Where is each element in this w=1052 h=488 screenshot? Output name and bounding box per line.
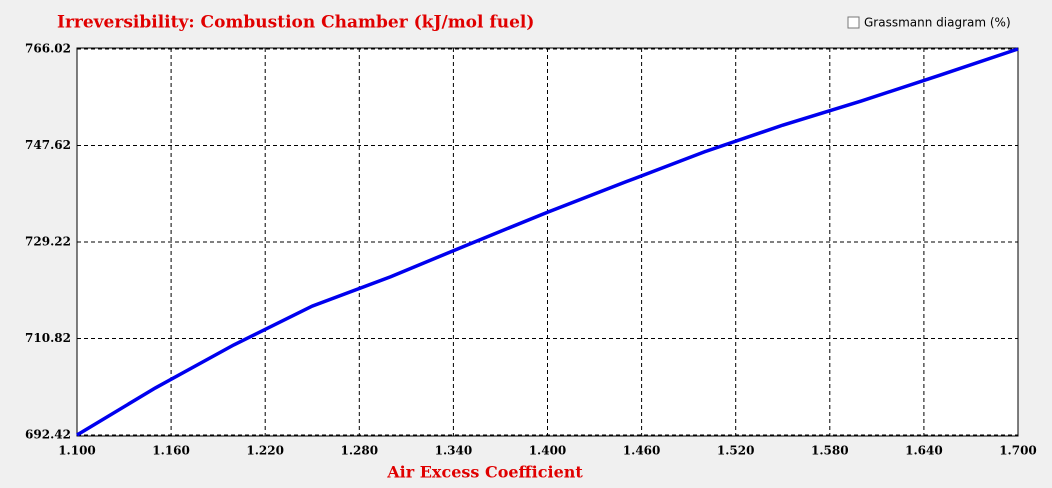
x-tick-label: 1.400	[529, 444, 567, 458]
chart-title: Irreversibility: Combustion Chamber (kJ/…	[57, 13, 534, 33]
x-axis-label: Air Excess Coefficient	[386, 463, 583, 482]
y-tick-label: 747.62	[25, 138, 71, 152]
x-tick-label: 1.280	[341, 444, 379, 458]
x-tick-label: 1.160	[152, 444, 190, 458]
y-tick-label: 710.82	[25, 331, 71, 345]
y-tick-label: 729.22	[25, 235, 71, 249]
data-line	[76, 47, 1019, 437]
x-tick-label: 1.640	[905, 444, 943, 458]
checkbox-box[interactable]	[847, 16, 860, 29]
x-tick-label: 1.220	[246, 444, 284, 458]
x-tick-label: 1.340	[435, 444, 473, 458]
y-tick-label: 766.02	[25, 42, 71, 56]
x-tick-label: 1.700	[999, 444, 1037, 458]
x-tick-label: 1.100	[58, 444, 96, 458]
x-tick-label: 1.580	[811, 444, 849, 458]
x-tick-label: 1.460	[623, 444, 661, 458]
y-tick-label: 692.42	[25, 428, 71, 442]
checkbox-label[interactable]: Grassmann diagram (%)	[864, 16, 1011, 30]
x-tick-label: 1.520	[717, 444, 755, 458]
checkbox[interactable]: Grassmann diagram (%)	[847, 16, 1011, 30]
